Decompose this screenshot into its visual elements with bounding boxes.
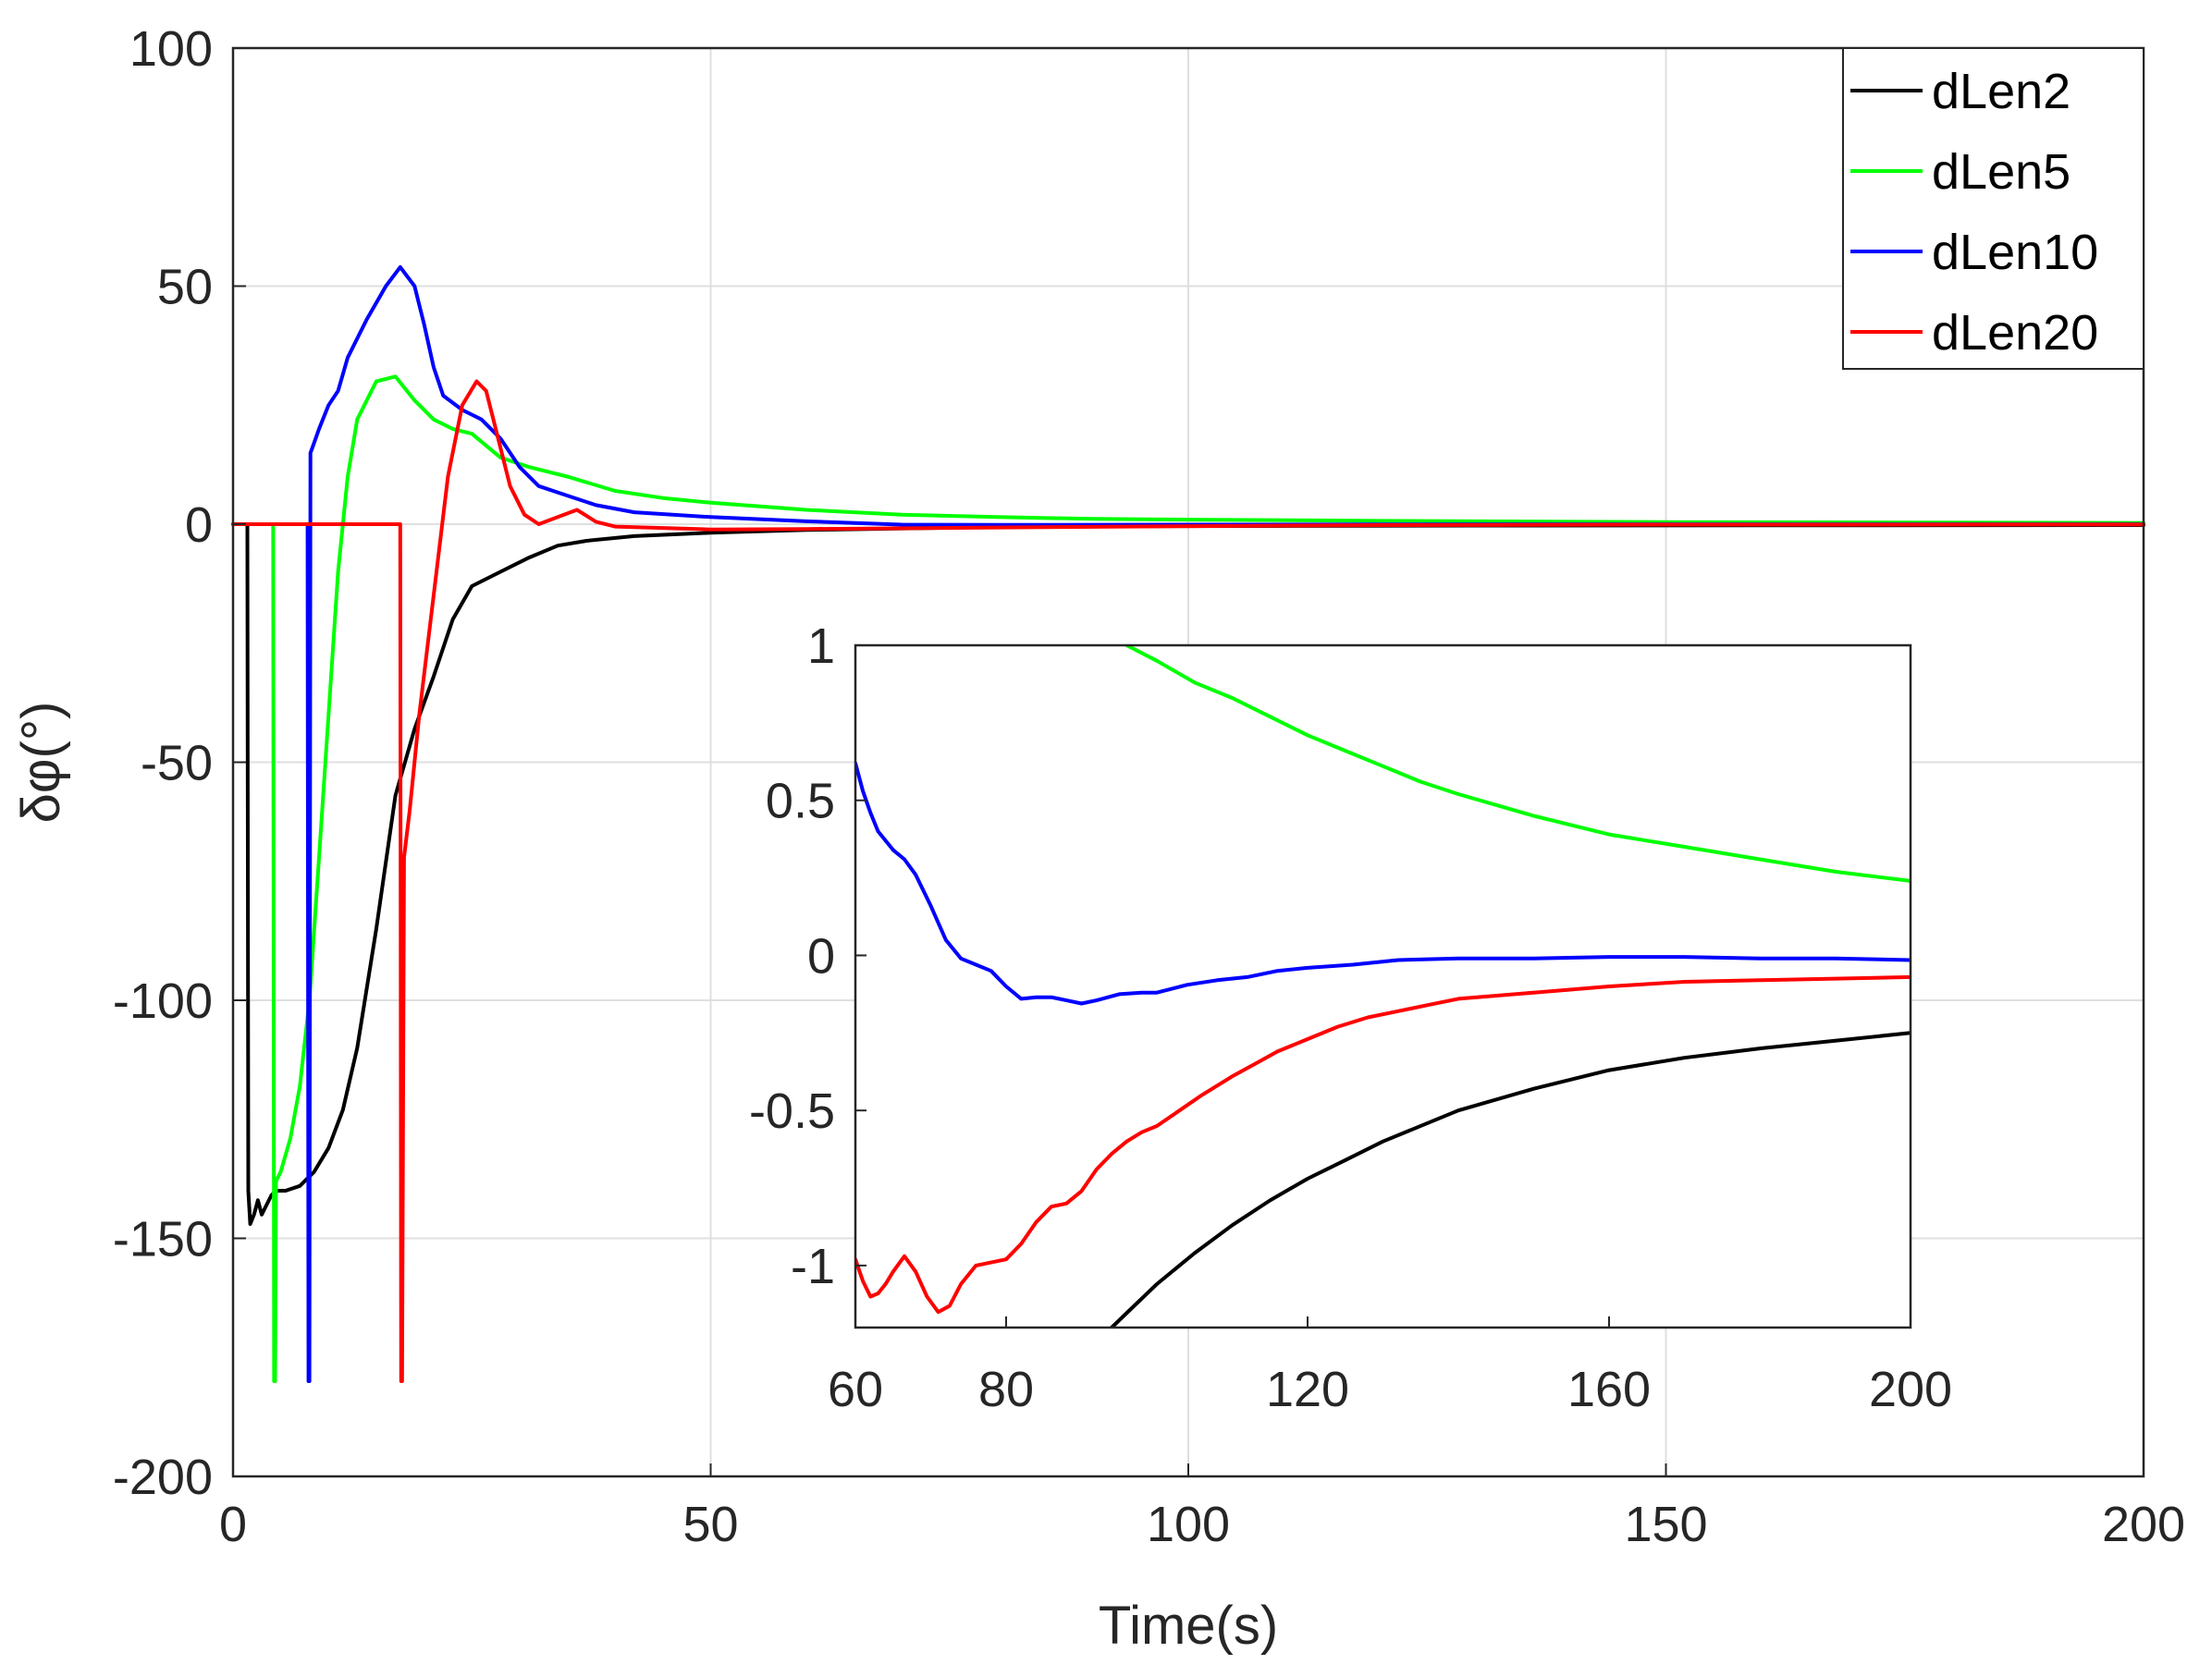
legend-label-dLen2: dLen2 <box>1932 64 2071 119</box>
inset-series-dLen10 <box>855 761 1911 1006</box>
inset-plot-frame <box>854 643 1912 1329</box>
inset-x-tick-label: 200 <box>1869 1362 1952 1417</box>
main-y-tick-label: 50 <box>157 260 213 315</box>
inset-background <box>855 645 1911 1328</box>
inset-series-group <box>855 645 1911 1328</box>
legend-box <box>1842 47 2144 370</box>
inset-series-dLen2 <box>1110 1031 1911 1328</box>
inset-series-dLen5 <box>1124 645 1911 883</box>
main-y-tick-label: -50 <box>141 736 213 791</box>
main-x-tick-label: 200 <box>2102 1497 2185 1552</box>
inset-x-tick-label: 160 <box>1567 1362 1651 1417</box>
main-y-tick-label: -150 <box>113 1212 213 1267</box>
main-y-tick-label: 0 <box>185 497 213 553</box>
inset-x-tick-labels: 60 80 120 160 200 <box>828 1316 1952 1417</box>
legend-label-dLen20: dLen20 <box>1932 305 2098 361</box>
main-series-dLen5 <box>231 374 2145 1383</box>
inset-x-tick-label: 80 <box>978 1362 1034 1417</box>
legend-label-dLen5: dLen5 <box>1932 144 2071 200</box>
main-y-tick-label: -200 <box>113 1450 213 1505</box>
inset-x-tick-label: 120 <box>1266 1362 1349 1417</box>
main-series-dLen2 <box>231 522 2145 1226</box>
y-axis-label: δφ(°) <box>11 702 71 824</box>
inset-y-tick-label: 1 <box>807 618 835 674</box>
legend-label-dLen10: dLen10 <box>1932 225 2098 280</box>
legend: dLen2 dLen5 dLen10 dLen20 <box>1842 47 2144 370</box>
main-y-tick-label: 100 <box>129 21 213 77</box>
main-x-tick-labels: 0 50 100 150 200 <box>219 1463 2185 1552</box>
inset-y-tick-label: 0 <box>807 928 835 984</box>
main-y-tick-label: -100 <box>113 973 213 1029</box>
inset-y-tick-label: -1 <box>791 1239 835 1294</box>
main-x-tick-label: 100 <box>1147 1497 1230 1552</box>
inset-series-dLen20 <box>855 974 1911 1315</box>
main-y-tick-labels: -200 -150 -100 -50 0 50 100 <box>113 21 246 1505</box>
main-x-tick-label: 50 <box>682 1497 738 1552</box>
inset-y-tick-label: -0.5 <box>749 1083 835 1139</box>
inset-y-tick-labels: -1 -0.5 0 0.5 1 <box>749 618 866 1294</box>
main-series-dLen10 <box>231 264 2145 1383</box>
main-x-tick-label: 0 <box>219 1497 247 1552</box>
inset-y-tick-label: 0.5 <box>766 774 835 829</box>
main-series-dLen20 <box>231 379 2145 1383</box>
x-axis-label: Time(s) <box>1099 1596 1278 1656</box>
main-x-tick-label: 150 <box>1624 1497 1707 1552</box>
inset-x-tick-label: 60 <box>828 1362 883 1417</box>
main-series-group <box>231 264 2145 1383</box>
